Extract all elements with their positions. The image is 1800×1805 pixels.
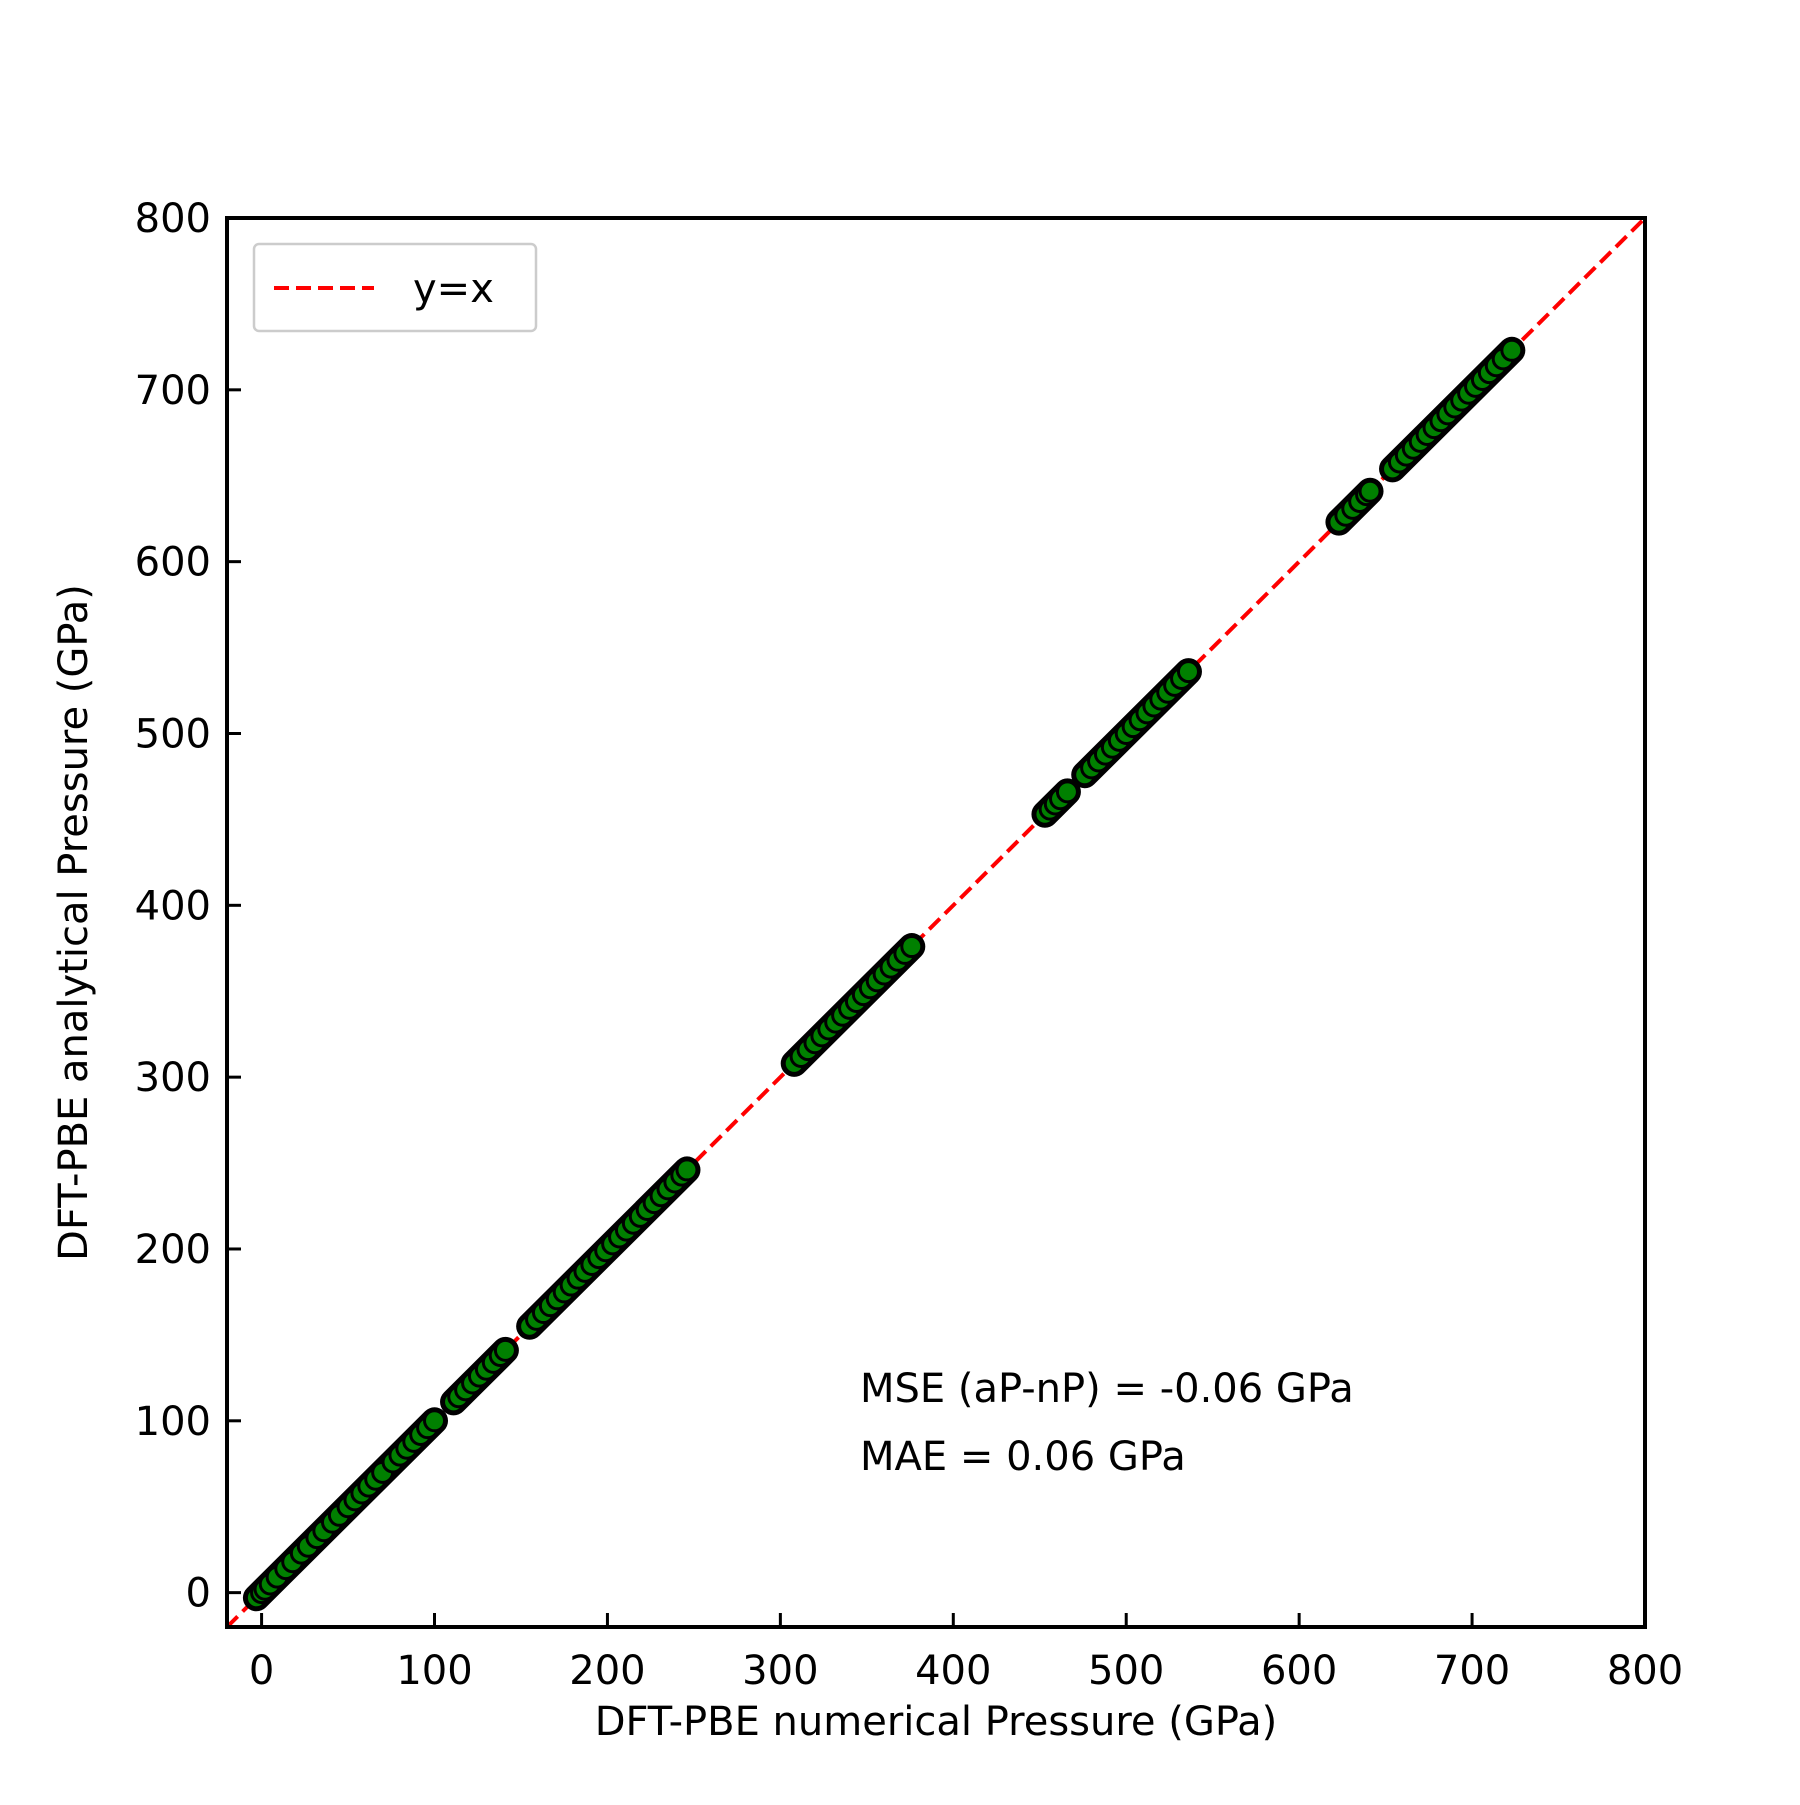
data-point [675,1158,699,1182]
x-tick-label: 400 [915,1648,991,1694]
ticks-layer: 0 100 200 300 400 500 600 700 800 0 100 200 300 400 50… [135,196,1684,1694]
y-tick-label: 100 [135,1399,211,1445]
x-tick-label: 700 [1434,1648,1510,1694]
x-tick-label: 300 [742,1648,818,1694]
x-tick-label: 200 [569,1648,645,1694]
x-tick-label: 100 [396,1648,472,1694]
y-tick-label: 500 [135,711,211,757]
x-axis-label: DFT-PBE numerical Pressure (GPa) [595,1699,1278,1745]
data-point [1358,479,1382,503]
x-tick-label: 800 [1607,1648,1683,1694]
y-tick-label: 700 [135,368,211,414]
x-tick-label: 500 [1088,1648,1164,1694]
y-axis-label: DFT-PBE analytical Pressure (GPa) [51,584,97,1261]
legend-label: y=x [413,266,494,312]
y-tick-label: 300 [135,1055,211,1101]
y-tick-label: 600 [135,540,211,586]
legend: y=x [252,242,538,333]
data-point [493,1338,517,1362]
data-point [1055,780,1079,804]
data-points-layer [242,336,1526,1612]
data-point [1500,338,1524,362]
y-tick-label: 800 [135,196,211,242]
data-point [900,935,924,959]
y-tick-label: 200 [135,1227,211,1273]
plot-frame [225,216,1647,1629]
y-tick-label: 0 [186,1571,211,1617]
x-tick-label: 600 [1261,1648,1337,1694]
mae-annotation: MAE = 0.06 GPa [860,1434,1186,1480]
data-point [1176,660,1200,684]
x-tick-label: 0 [249,1648,274,1694]
legend-box [252,242,538,333]
y-tick-label: 400 [135,883,211,929]
data-point [423,1409,447,1433]
mse-annotation: MSE (aP-nP) = -0.06 GPa [860,1366,1354,1412]
